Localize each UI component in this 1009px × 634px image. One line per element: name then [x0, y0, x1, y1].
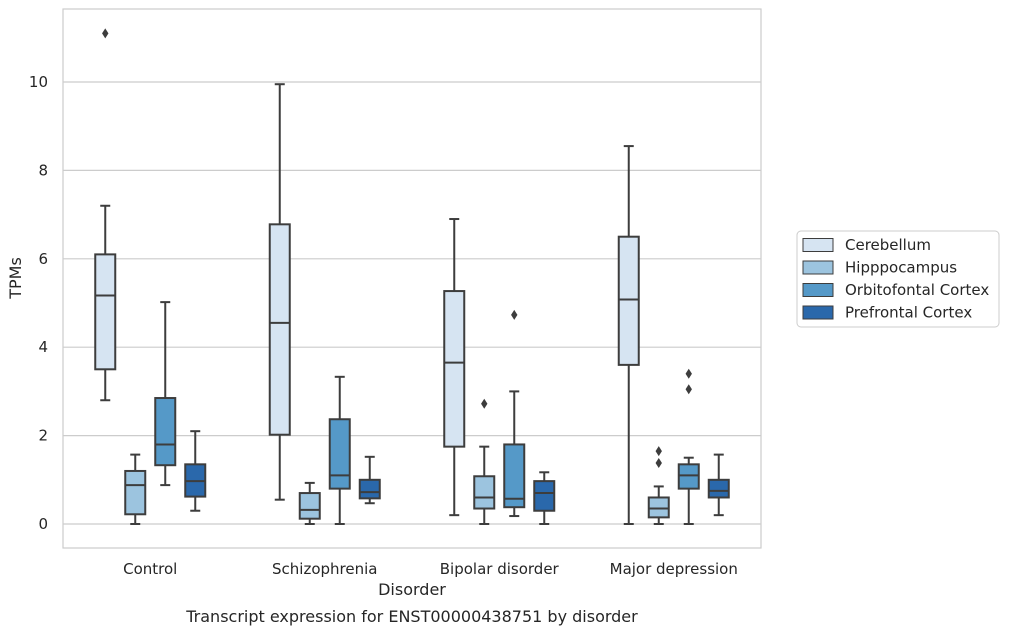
box-orbitofontal-cortex	[154, 301, 177, 487]
y-tick-label: 4	[38, 338, 48, 356]
box-orbitofontal-cortex	[503, 309, 526, 518]
x-tick-label: Schizophrenia	[272, 560, 377, 578]
box-prefrontal-cortex	[533, 471, 556, 525]
x-tick-labels: Control Schizophrenia Bipolar disorder Majo…	[123, 560, 738, 578]
plot-background	[63, 9, 761, 548]
y-tick-label: 2	[38, 427, 48, 445]
y-tick-labels: 0 2 4 6 8 10	[29, 73, 48, 533]
box-hipppocampus	[298, 481, 321, 525]
x-tick-label: Control	[123, 560, 177, 578]
box-hipppocampus	[647, 446, 670, 525]
y-tick-label: 6	[38, 250, 48, 268]
box-iqr	[328, 418, 351, 490]
outlier-point	[655, 458, 662, 469]
x-axis-title: Disorder	[378, 580, 446, 599]
box-iqr	[358, 478, 381, 500]
box-hipppocampus	[473, 398, 496, 525]
box-iqr	[298, 492, 321, 520]
y-tick-label: 10	[29, 73, 48, 91]
legend-label: Hipppocampus	[845, 259, 957, 277]
legend: Cerebellum Hipppocampus Orbitofontal Corte…	[796, 230, 1000, 328]
box-iqr	[707, 478, 730, 499]
box-prefrontal-cortex	[358, 455, 381, 505]
legend-swatch	[802, 305, 834, 320]
box-iqr	[473, 475, 496, 510]
box-iqr	[533, 480, 556, 512]
legend-label: Cerebellum	[845, 236, 931, 254]
outlier-point	[685, 368, 692, 379]
box-iqr	[647, 496, 670, 519]
box-iqr	[94, 253, 117, 371]
box-hipppocampus	[124, 453, 147, 525]
boxes	[94, 28, 730, 525]
box-iqr	[677, 463, 700, 490]
box-prefrontal-cortex	[707, 453, 730, 517]
legend-swatch	[802, 260, 834, 275]
x-tick-label: Major depression	[610, 560, 738, 578]
box-cerebellum	[443, 218, 466, 517]
outlier-point	[102, 28, 109, 39]
y-axis-title: TPMs	[6, 257, 25, 300]
plot-frame	[62, 8, 762, 549]
outlier-point	[511, 309, 518, 320]
legend-label: Prefrontal Cortex	[845, 304, 972, 322]
legend-label: Orbitofontal Cortex	[845, 281, 989, 299]
box-iqr	[617, 235, 640, 366]
legend-swatch	[802, 238, 834, 252]
y-tick-label: 0	[38, 515, 48, 533]
box-cerebellum	[617, 145, 640, 525]
outlier-point	[481, 398, 488, 409]
box-iqr	[268, 223, 291, 436]
y-tick-label: 8	[38, 161, 48, 179]
outlier-point	[685, 384, 692, 395]
box-orbitofontal-cortex	[677, 368, 700, 525]
box-iqr	[443, 290, 466, 448]
box-iqr	[503, 443, 526, 509]
box-cerebellum	[268, 83, 291, 501]
legend-swatch	[802, 283, 834, 297]
gridlines	[63, 81, 761, 525]
outlier-point	[655, 446, 662, 457]
box-orbitofontal-cortex	[328, 375, 351, 525]
box-cerebellum	[94, 28, 117, 402]
x-tick-label: Bipolar disorder	[440, 560, 560, 578]
chart-caption: Transcript expression for ENST0000043875…	[185, 607, 638, 626]
legend-frame	[796, 230, 1000, 328]
box-prefrontal-cortex	[184, 430, 207, 512]
box-iqr	[154, 397, 177, 467]
box-iqr	[124, 469, 147, 516]
